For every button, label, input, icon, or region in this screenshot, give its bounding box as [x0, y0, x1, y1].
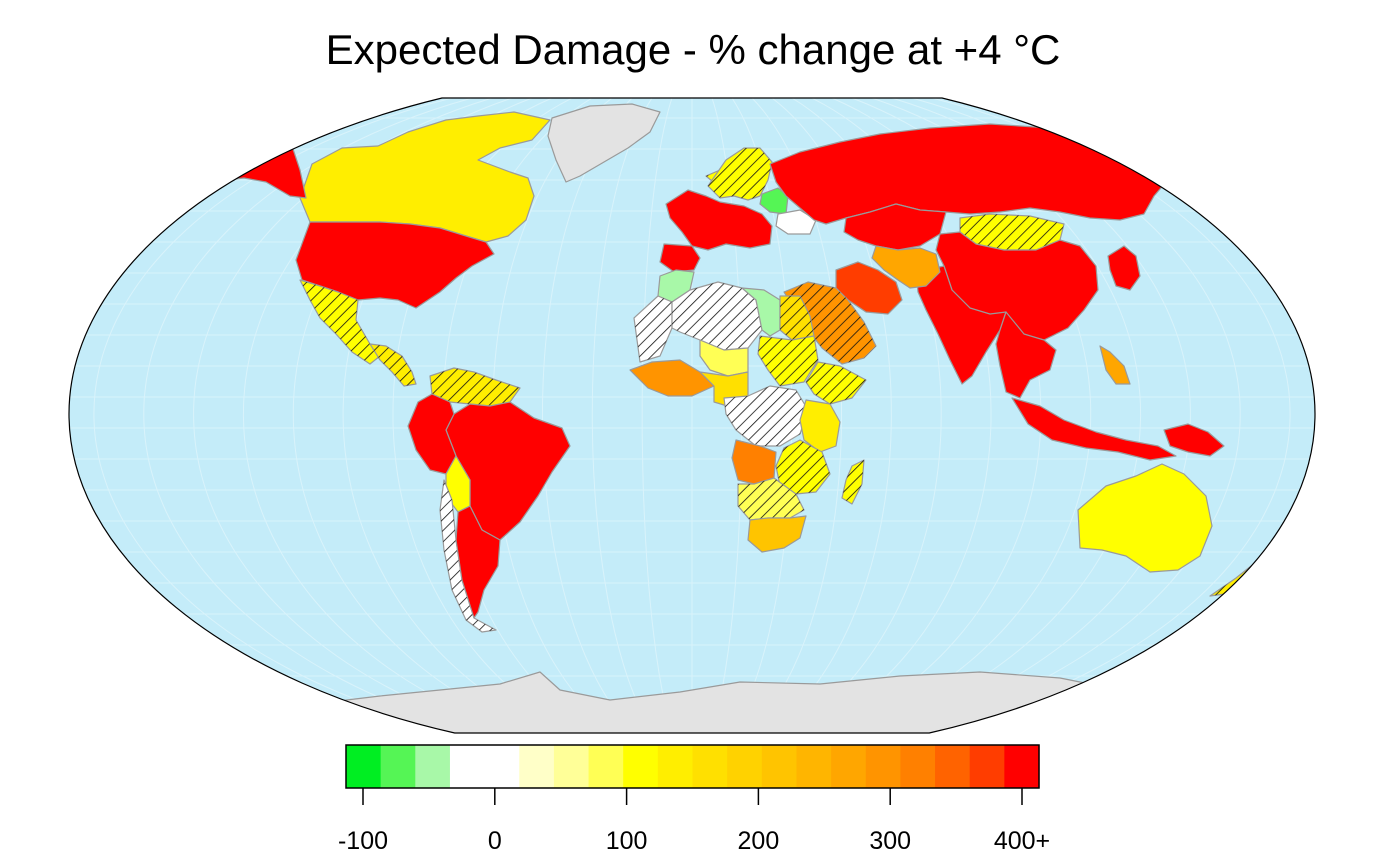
graticule-meridian: [641, 98, 673, 729]
region-madagascar-hatch: [842, 460, 864, 504]
region-antarctica: [329, 671, 1111, 733]
region-southern-africa-hatch: [738, 478, 804, 520]
graticule-meridian: [143, 98, 473, 729]
legend-bins: [346, 745, 1040, 788]
region-central-asia: [871, 245, 941, 289]
legend-bin: [969, 745, 1005, 788]
region-central-america-hatch: [370, 344, 416, 386]
region-western-europe: [665, 189, 773, 251]
legend-tick-label: -100: [338, 827, 388, 855]
legend-bin: [484, 745, 520, 788]
legend-bin: [415, 745, 451, 788]
legend-bin: [588, 745, 624, 788]
legend-tick-label: 300: [869, 827, 911, 855]
legend-bin: [449, 745, 486, 788]
world-map: [68, 97, 1316, 734]
region-indonesia: [1011, 397, 1177, 461]
region-iberia: [659, 243, 701, 273]
legend-bin: [796, 745, 832, 788]
legend-bin: [1004, 745, 1040, 788]
legend-tick-label: 0: [488, 827, 502, 855]
legend-bin: [519, 745, 555, 788]
legend-bin: [553, 745, 590, 788]
globe-outline: [68, 97, 1316, 734]
region-southeast-asia: [995, 311, 1057, 399]
legend-bin: [380, 745, 416, 788]
region-chile-hatch: [440, 480, 496, 632]
legend-tick-label: 100: [606, 827, 648, 855]
region-arabia-hatch: [784, 282, 876, 364]
legend-bin: [865, 745, 901, 788]
legend-ticks: -100 0 100 200 300 400+: [338, 788, 1050, 855]
legend-tick-label: 200: [738, 827, 780, 855]
region-mongolia-hatch: [960, 214, 1064, 250]
region-mexico-hatch: [300, 280, 380, 364]
graticule-meridian: [93, 98, 453, 729]
region-ethiopia-hatch: [806, 362, 866, 404]
legend-bin: [831, 745, 867, 788]
map-title: Expected Damage - % change at +4 °C: [325, 26, 1061, 73]
region-congo-basin-hatch: [724, 386, 808, 446]
legend-bin: [692, 745, 728, 788]
region-russia: [769, 123, 1177, 225]
region-argentina: [455, 505, 501, 619]
region-papua-new-guinea: [1163, 423, 1225, 457]
region-east-africa: [799, 399, 841, 453]
region-algeria-hatch: [672, 282, 762, 350]
graticule-meridian: [931, 98, 1291, 729]
region-japan: [1107, 245, 1141, 291]
graticule-meridian: [193, 98, 493, 729]
graticule-meridian: [591, 98, 653, 729]
region-egypt-hatch: [780, 296, 814, 340]
region-northern-south-america-hatch: [430, 368, 520, 406]
legend-bin: [346, 745, 382, 788]
legend-tick-label: 400+: [994, 827, 1050, 855]
region-western-sahara-hatch: [634, 296, 672, 362]
legend-bin: [727, 745, 763, 788]
legend-bin: [623, 745, 659, 788]
region-scandinavia-hatch: [708, 148, 772, 200]
region-india: [915, 265, 1007, 385]
land-layer: [225, 103, 1271, 733]
region-sudan-hatch: [758, 336, 818, 386]
region-south-africa: [747, 515, 807, 553]
region-libya: [741, 287, 781, 337]
region-tanzania-hatch: [776, 440, 830, 494]
graticule-meridian: [542, 98, 633, 729]
legend-bin: [900, 745, 936, 788]
legend-bin: [761, 745, 798, 788]
region-belarus: [775, 209, 817, 235]
legend-bin: [935, 745, 971, 788]
legend-bin: [657, 745, 694, 788]
region-greenland: [547, 103, 661, 183]
legend-frame: [345, 744, 1040, 789]
region-australia: [1077, 463, 1213, 573]
region-philippines: [1099, 345, 1131, 385]
region-kazakhstan: [843, 203, 947, 251]
